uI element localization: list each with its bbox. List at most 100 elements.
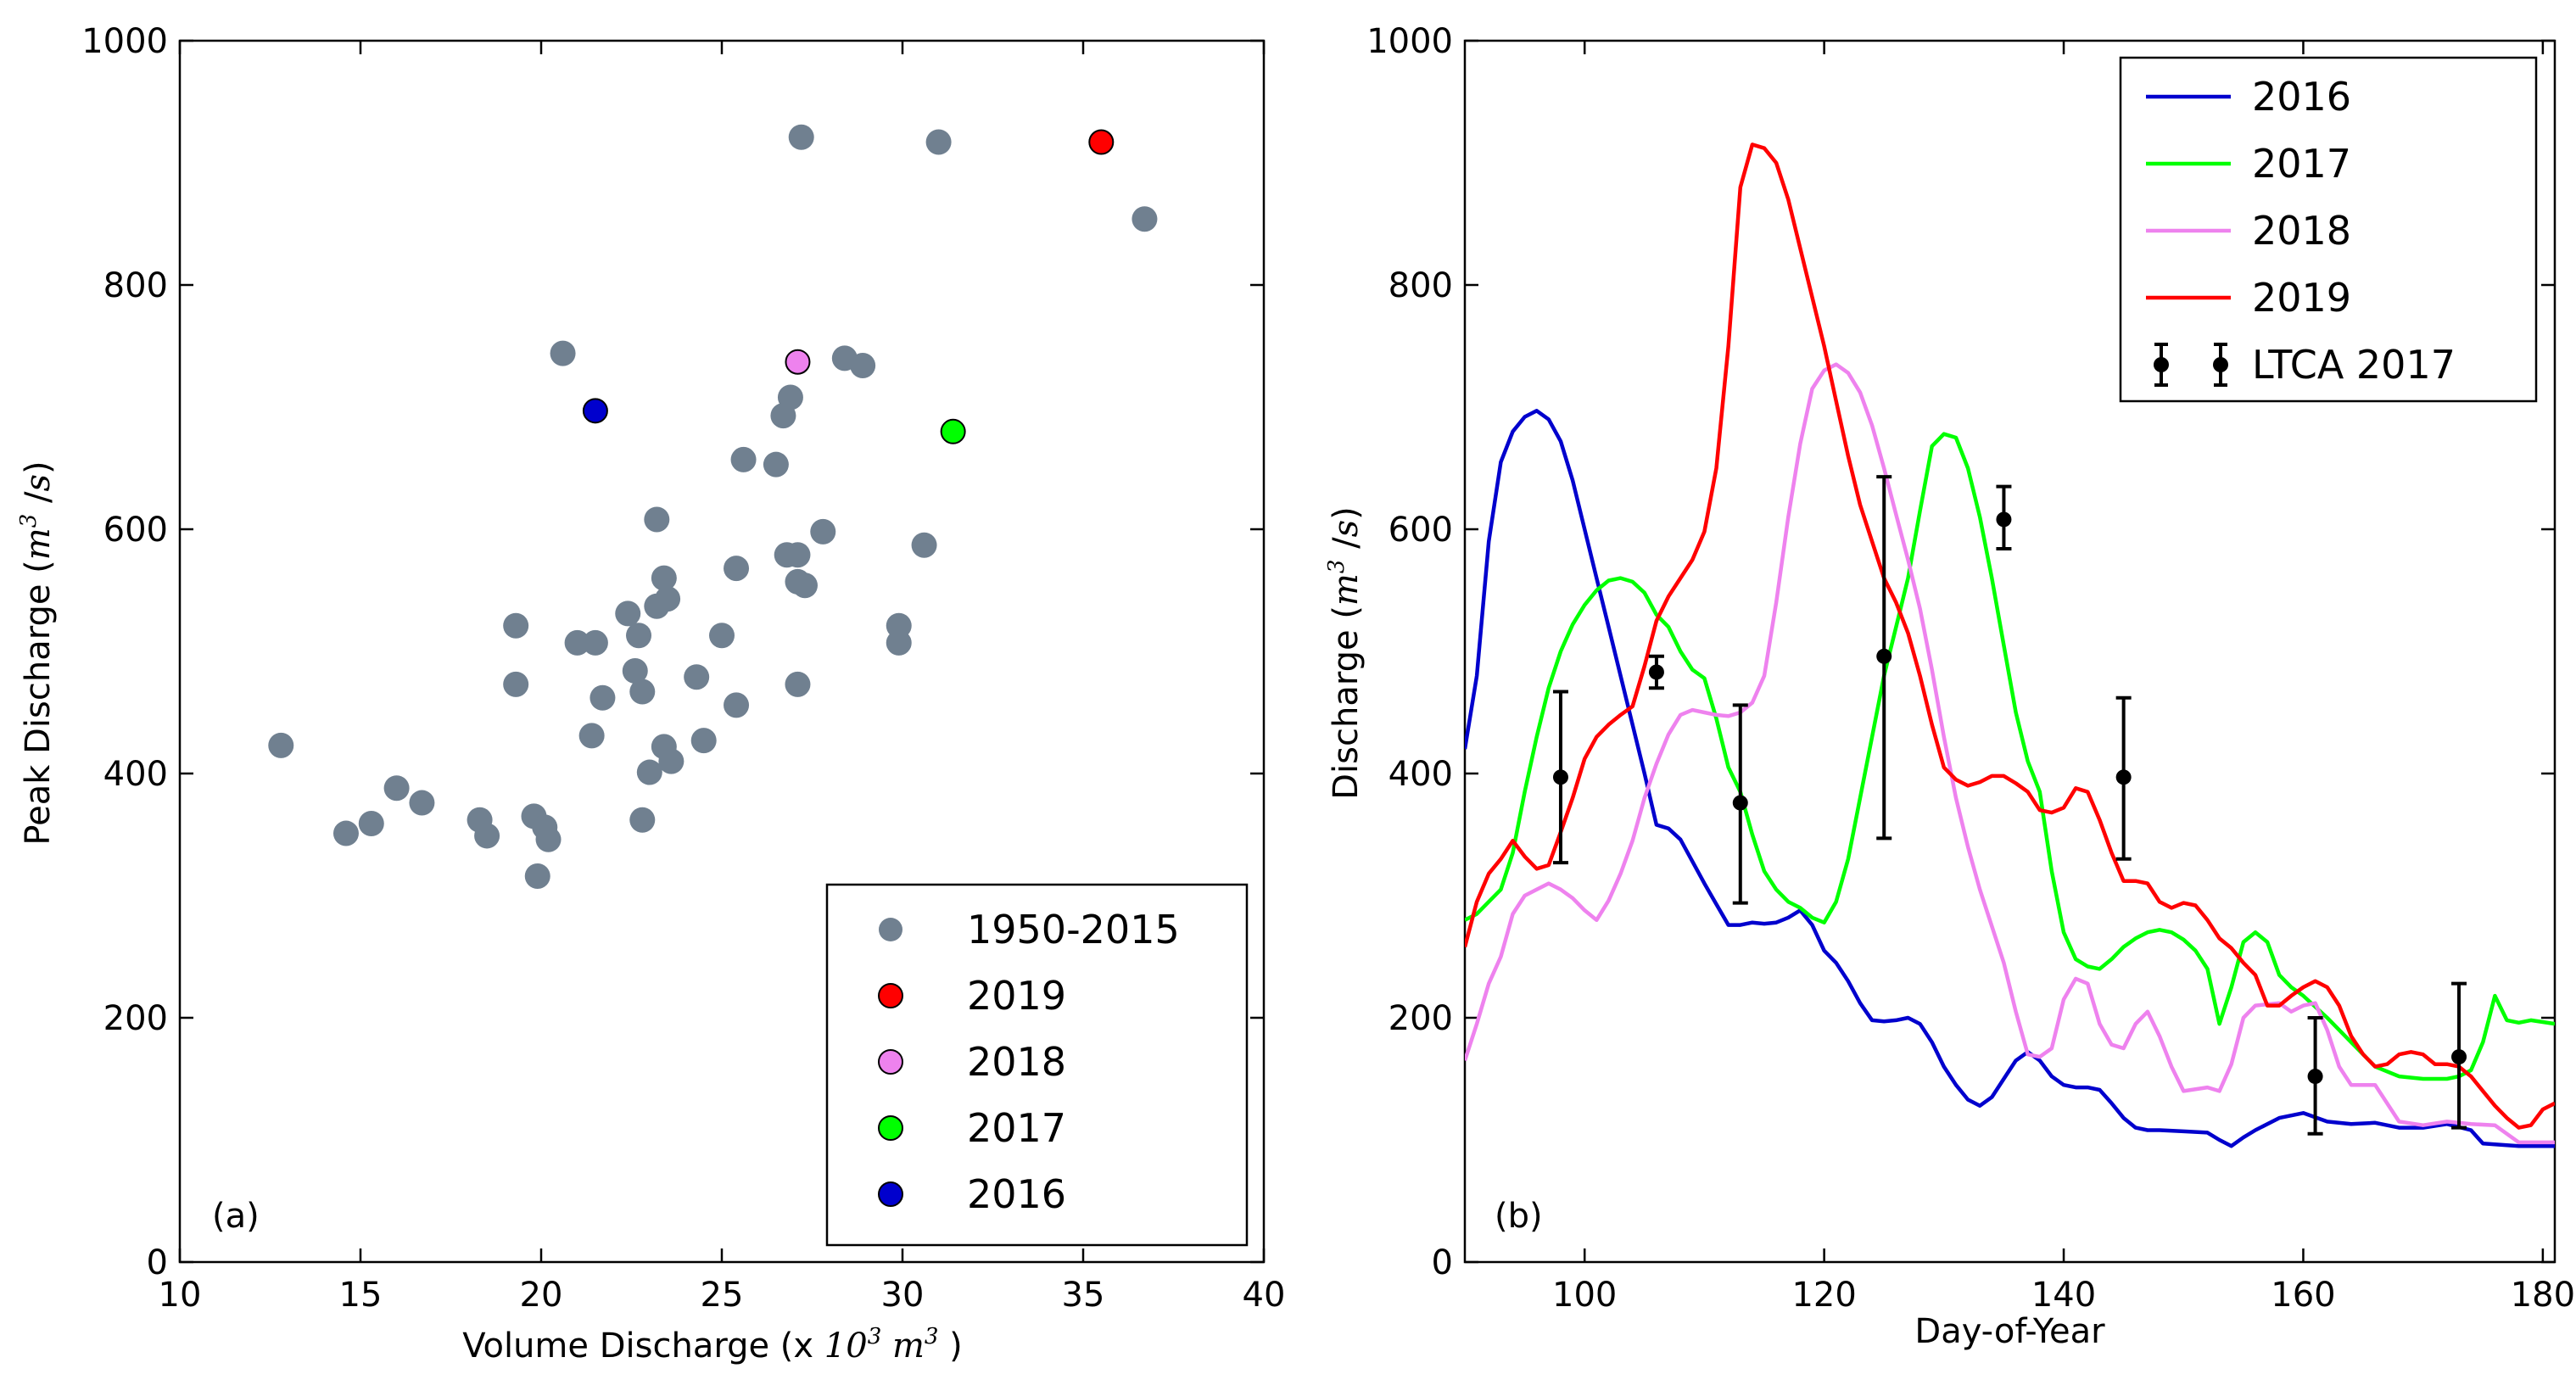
y-tick-label: 600 (103, 511, 168, 550)
scatter-point-1950-2015 (622, 658, 648, 684)
scatter-point-1950-2015 (850, 353, 876, 379)
scatter-point-1950-2015 (684, 664, 710, 690)
scatter-point-1950-2015 (785, 542, 811, 568)
legend-marker-2018 (878, 1049, 903, 1075)
errorbar-point (1648, 664, 1664, 680)
scatter-point-1950-2015 (503, 612, 529, 639)
x-tick-label: 10 (159, 1276, 202, 1315)
legend-label-1950-2015: 1950-2015 (967, 907, 1180, 952)
scatter-point-1950-2015 (644, 506, 670, 533)
scatter-point-2016 (582, 398, 608, 424)
x-tick-label: 30 (881, 1276, 925, 1315)
legend: 1950-2015 2019 2018 2017 2016 (825, 883, 1249, 1247)
scatter-point-2018 (785, 349, 811, 375)
scatter-point-1950-2015 (590, 684, 616, 711)
errorbar-point (2307, 1069, 2323, 1085)
scatter-point-1950-2015 (763, 451, 789, 478)
panel-label: (b) (1495, 1197, 1543, 1236)
scatter-point-1950-2015 (629, 679, 656, 705)
y-tick-label: 800 (1389, 266, 1453, 305)
scatter-point-1950-2015 (503, 671, 529, 697)
x-tick-label: 140 (2031, 1276, 2096, 1315)
scatter-point-1950-2015 (636, 759, 662, 785)
scatter-point-1950-2015 (709, 623, 735, 649)
scatter-point-1950-2015 (690, 728, 717, 754)
scatter-point-1950-2015 (535, 826, 562, 852)
legend-marker-2017 (878, 1115, 903, 1141)
x-tick-label: 15 (339, 1276, 383, 1315)
scatter-point-1950-2015 (332, 820, 359, 846)
scatter-point-1950-2015 (550, 340, 576, 366)
scatter-point-1950-2015 (564, 629, 590, 656)
x-tick-label: 120 (1791, 1276, 1856, 1315)
scatter-point-1950-2015 (1132, 206, 1158, 232)
scatter-point-1950-2015 (791, 572, 818, 599)
legend-marker-1950-2015 (879, 918, 902, 941)
legend-marker-2016 (878, 1181, 903, 1207)
scatter-point-1950-2015 (911, 532, 937, 558)
legend-label-LTCA 2017: LTCA 2017 (2252, 342, 2456, 388)
y-tick-label: 400 (103, 755, 168, 794)
scatter-point-1950-2015 (785, 671, 811, 697)
x-tick-label: 35 (1062, 1276, 1105, 1315)
scatter-point-2019 (1088, 129, 1115, 155)
x-tick-label: 160 (2271, 1276, 2335, 1315)
series-line-2017 (1465, 432, 2555, 1081)
legend-label-2017: 2017 (967, 1105, 1066, 1151)
legend-label-2018: 2018 (967, 1039, 1066, 1085)
x-tick-label: 180 (2511, 1276, 2575, 1315)
scatter-point-1950-2015 (383, 775, 410, 802)
y-tick-label: 800 (103, 266, 168, 305)
scatter-point-1950-2015 (810, 518, 836, 545)
y-axis-label: Discharge (m3 /s) (1324, 506, 1366, 800)
errorbar-point (1996, 511, 2012, 528)
x-tick-label: 20 (520, 1276, 563, 1315)
scatter-point-1950-2015 (886, 629, 912, 656)
y-tick-label: 200 (1389, 999, 1453, 1038)
legend-label-2019: 2019 (2252, 275, 2351, 321)
scatter-point-1950-2015 (409, 790, 435, 816)
scatter-point-1950-2015 (658, 748, 685, 774)
scatter-point-1950-2015 (777, 384, 803, 411)
x-tick-label: 25 (701, 1276, 744, 1315)
y-tick-label: 0 (147, 1243, 168, 1282)
scatter-point-1950-2015 (524, 863, 550, 889)
y-tick-label: 1000 (81, 22, 168, 61)
scatter-point-1950-2015 (268, 732, 294, 758)
legend-marker (2213, 357, 2228, 372)
scatter-point-1950-2015 (358, 811, 384, 837)
errorbar-point (1876, 648, 1892, 664)
y-axis-label: Peak Discharge (m3 /s) (16, 461, 58, 845)
scatter-point-1950-2015 (615, 600, 641, 627)
scatter-point-2017 (940, 418, 966, 444)
series-line-2019 (1465, 142, 2555, 1130)
legend-marker-2019 (878, 983, 903, 1008)
errorbar-point (2115, 769, 2132, 785)
legend-label-2017: 2017 (2252, 141, 2351, 187)
scatter-point-1950-2015 (626, 623, 652, 649)
y-tick-label: 600 (1389, 511, 1453, 550)
series-line-2018 (1465, 362, 2555, 1145)
scatter-point-1950-2015 (474, 823, 500, 849)
panel-a-scatter: 0 200 400 600 800 1000 10 15 20 25 30 35 40 Volume Di… (16, 22, 1285, 1366)
x-tick-label: 40 (1243, 1276, 1286, 1315)
y-tick-label: 200 (103, 999, 168, 1038)
series-line-2016 (1465, 409, 2555, 1148)
plot-area (1465, 142, 2555, 1148)
errorbar-point (1552, 769, 1568, 785)
scatter-point-1950-2015 (578, 723, 605, 749)
legend-label-2016: 2016 (2252, 74, 2351, 120)
plot-frame (1463, 39, 2556, 1264)
scatter-point-1950-2015 (788, 124, 814, 150)
errorbar-point (1732, 795, 1748, 811)
y-tick-label: 400 (1389, 755, 1453, 794)
legend-marker (2154, 357, 2169, 372)
panel-b-lines: 0 200 400 600 800 1000 100 120 140 160 180 Day-of-Y… (1324, 22, 2575, 1351)
x-tick-label: 100 (1552, 1276, 1617, 1315)
scatter-point-1950-2015 (655, 586, 681, 612)
scatter-point-1950-2015 (925, 129, 952, 155)
scatter-point-1950-2015 (651, 565, 677, 591)
legend: 2016 2017 2018 2019 LTCA 2017 (2119, 56, 2538, 403)
scatter-point-1950-2015 (724, 556, 750, 582)
